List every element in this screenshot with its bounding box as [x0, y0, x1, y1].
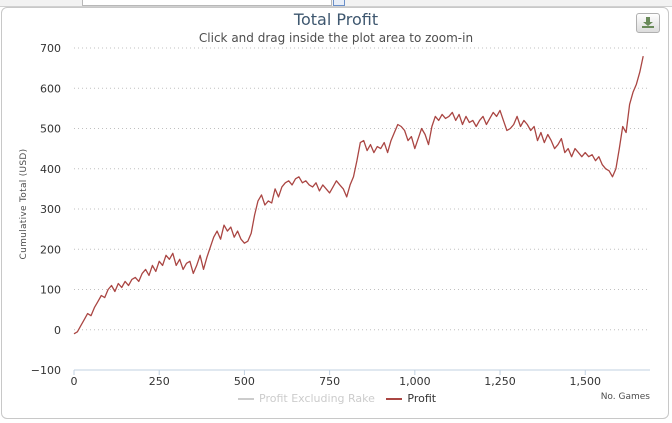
legend-swatch-profit [386, 398, 403, 400]
x-tick-label: 250 [149, 375, 170, 388]
x-tick-label: 750 [319, 375, 340, 388]
y-tick-label: 300 [40, 203, 61, 216]
chart-legend: Profit Excluding Rake Profit [238, 392, 444, 405]
download-icon [642, 17, 654, 28]
top-small-button[interactable] [333, 0, 345, 6]
top-text-field[interactable] [82, 0, 332, 6]
y-tick-label: 100 [40, 284, 61, 297]
legend-item-profit[interactable]: Profit [386, 392, 436, 405]
chart-subtitle: Click and drag inside the plot area to z… [198, 31, 474, 45]
legend-item-profit-excluding-rake[interactable]: Profit Excluding Rake [238, 392, 375, 405]
y-tick-label: −100 [31, 364, 61, 377]
chart-title: Total Profit [293, 10, 379, 29]
export-button[interactable] [636, 13, 660, 33]
series-line-profit [73, 55, 644, 335]
y-tick-label: 0 [54, 324, 61, 337]
y-tick-label: 400 [40, 163, 61, 176]
chart-container [1, 7, 669, 419]
x-tick-label: 1,250 [484, 375, 516, 388]
y-tick-label: 700 [40, 42, 61, 55]
y-tick-label: 600 [40, 82, 61, 95]
x-tick-label: 1,000 [399, 375, 431, 388]
x-tick-label: 500 [234, 375, 255, 388]
top-toolbar [0, 0, 672, 7]
x-tick-label: 0 [71, 375, 78, 388]
legend-label-profit: Profit [407, 392, 437, 405]
legend-swatch-profit-excluding-rake [238, 398, 254, 400]
y-tick-label: 500 [40, 123, 61, 136]
y-tick-label: 200 [40, 243, 61, 256]
y-axis-title: Cumulative Total (USD) [19, 148, 29, 260]
x-tick-label: 1,500 [569, 375, 601, 388]
x-axis-title: No. Games [600, 392, 650, 402]
legend-label-profit-excluding-rake: Profit Excluding Rake [259, 392, 375, 405]
